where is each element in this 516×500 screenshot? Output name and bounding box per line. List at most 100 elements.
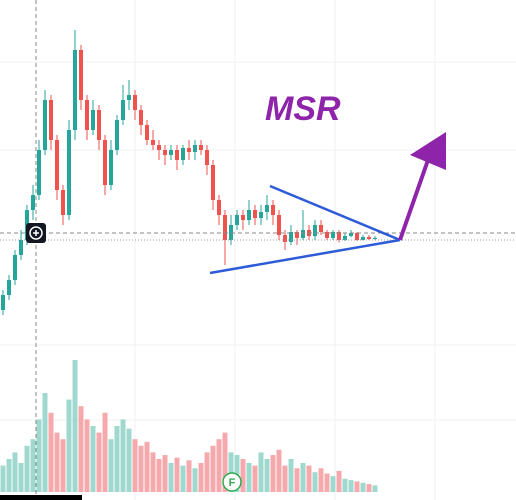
crosshair-icon xyxy=(29,226,43,240)
volume-bar xyxy=(360,482,366,492)
volume-bar xyxy=(102,412,108,492)
candle-body xyxy=(157,145,161,150)
volume-bar xyxy=(168,462,174,492)
volume-bar xyxy=(222,432,228,492)
candle-body xyxy=(145,125,149,140)
volume-bar xyxy=(96,432,102,492)
volume-bar xyxy=(348,480,354,492)
candle-body xyxy=(67,130,71,215)
volume-bar xyxy=(324,473,330,492)
volume-bar xyxy=(252,465,258,492)
volume-bar xyxy=(234,455,240,492)
volume-bar xyxy=(108,439,114,492)
candle-body xyxy=(79,50,83,100)
candle-body xyxy=(283,235,287,242)
volume-bar xyxy=(198,462,204,492)
candle-body xyxy=(367,237,371,239)
candle-body xyxy=(19,240,23,255)
candle-body xyxy=(253,210,257,218)
candle-body xyxy=(49,100,53,140)
volume-pane xyxy=(0,360,378,492)
candle-body xyxy=(325,232,329,238)
candle-body xyxy=(331,232,335,238)
event-marker[interactable] xyxy=(222,472,242,492)
volume-bar xyxy=(288,459,294,492)
candle-body xyxy=(121,100,125,120)
candle-body xyxy=(247,210,251,220)
volume-bar xyxy=(246,462,252,492)
arrow-head xyxy=(410,132,446,170)
volume-bar xyxy=(174,457,180,492)
candle-body xyxy=(7,280,11,295)
volume-bar xyxy=(78,406,84,492)
volume-bar xyxy=(372,485,378,492)
candle-body xyxy=(313,225,317,236)
volume-bar xyxy=(132,439,138,492)
price-pane xyxy=(1,30,377,315)
volume-bar xyxy=(318,468,324,492)
candle-body xyxy=(139,110,143,125)
candle-body xyxy=(361,237,365,240)
volume-bar xyxy=(258,452,264,492)
candle-body xyxy=(133,95,137,110)
candle-body xyxy=(259,212,263,218)
candle-body xyxy=(217,200,221,215)
candle-body xyxy=(97,110,101,140)
candle-body xyxy=(13,255,17,280)
volume-bar xyxy=(282,465,288,492)
candle-body xyxy=(193,145,197,152)
candle-body xyxy=(223,215,227,240)
candle-body xyxy=(61,190,65,215)
candle-body xyxy=(37,150,41,195)
crosshair-plus xyxy=(33,230,39,236)
volume-bar xyxy=(24,445,30,492)
crosshair-button[interactable] xyxy=(26,223,46,243)
volume-bar xyxy=(36,419,42,492)
volume-bar xyxy=(366,484,372,492)
volume-bar xyxy=(180,465,186,492)
candle-body xyxy=(319,225,323,232)
candle-body xyxy=(31,195,35,210)
candle-body xyxy=(55,140,59,190)
candle-body xyxy=(175,150,179,160)
volume-bar xyxy=(216,439,222,492)
volume-bar xyxy=(66,399,72,492)
candle-body xyxy=(109,150,113,185)
candle-body xyxy=(151,140,155,145)
annotation: MSR xyxy=(265,90,341,128)
candle-body xyxy=(355,233,359,240)
volume-bar xyxy=(336,470,342,492)
volume-bar xyxy=(60,439,66,492)
volume-bar xyxy=(186,460,192,492)
volume-bar xyxy=(342,478,348,492)
candle-body xyxy=(163,150,167,155)
volume-bar xyxy=(12,452,18,492)
volume-bar xyxy=(204,452,210,492)
candle-body xyxy=(271,205,275,215)
volume-bar xyxy=(264,459,270,492)
volume-bar xyxy=(6,459,12,492)
candle-body xyxy=(85,100,89,130)
volume-bar xyxy=(54,432,60,492)
volume-bar xyxy=(84,419,90,492)
candle-body xyxy=(337,232,341,240)
candle-body xyxy=(1,295,5,310)
volume-bar xyxy=(270,455,276,492)
candle-body xyxy=(103,140,107,185)
candle-body xyxy=(343,236,347,240)
volume-bar xyxy=(42,393,48,492)
volume-bar xyxy=(240,459,246,492)
candle-body xyxy=(115,120,119,150)
candle-body xyxy=(289,232,293,242)
candle-body xyxy=(211,165,215,200)
candle-body xyxy=(73,50,77,130)
volume-bar xyxy=(48,412,54,492)
volume-bar xyxy=(276,449,282,492)
volume-bar xyxy=(330,476,336,492)
arrow-shaft xyxy=(398,159,430,241)
volume-bar xyxy=(120,419,126,492)
volume-bar xyxy=(126,428,132,492)
volume-bar xyxy=(300,462,306,492)
bottom-bar xyxy=(0,495,82,500)
